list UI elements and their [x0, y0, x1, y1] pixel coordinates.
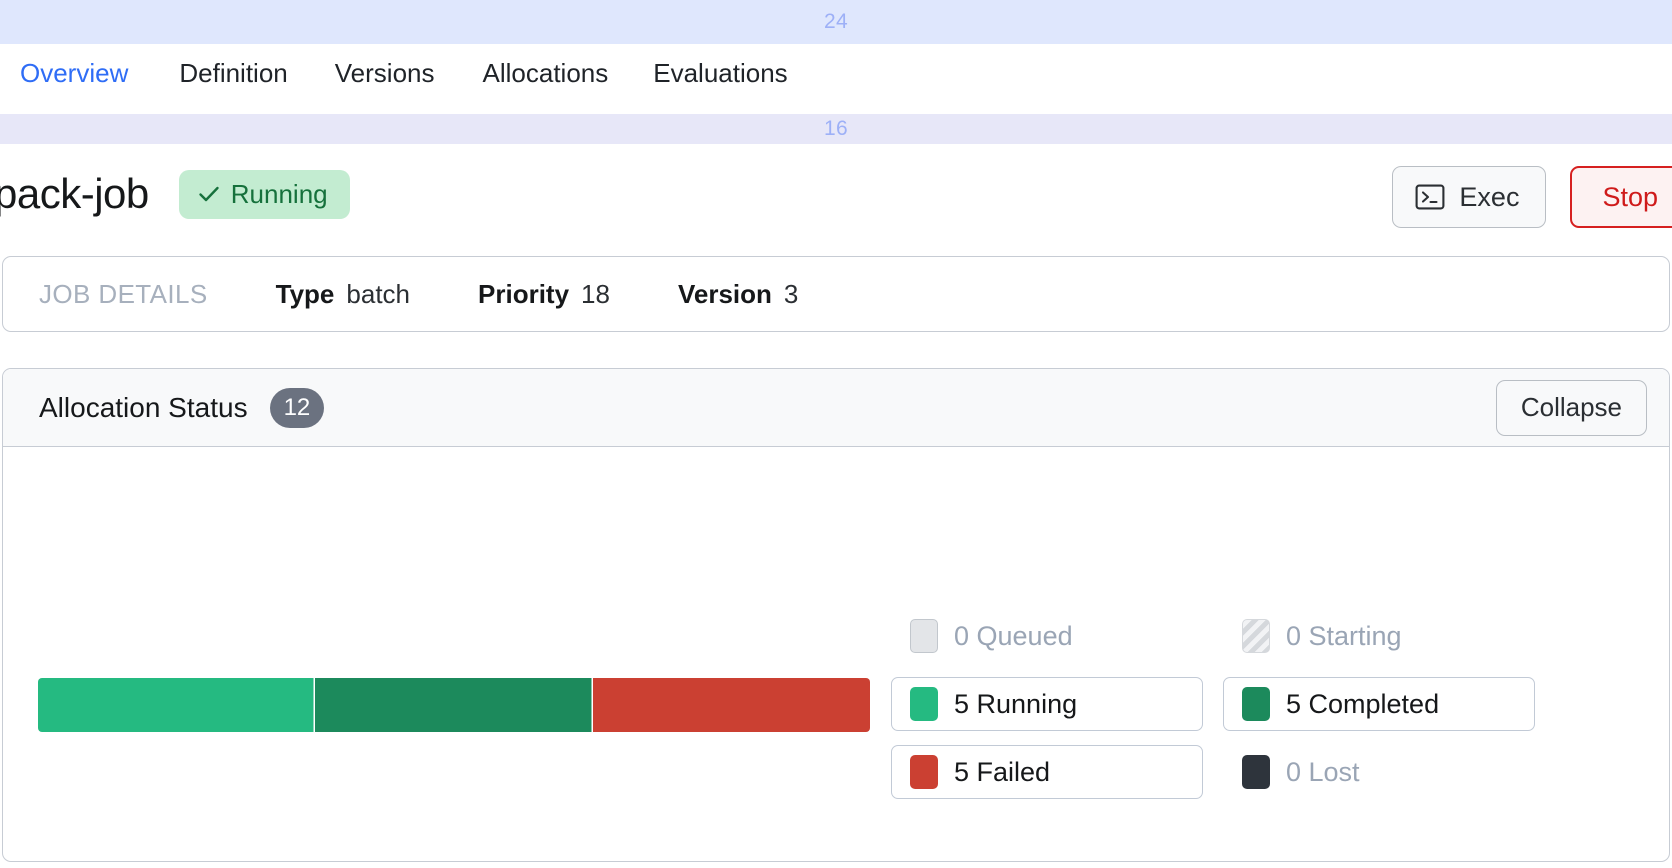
tab-allocations[interactable]: Allocations — [482, 58, 609, 88]
page-title: pack-job — [0, 170, 149, 217]
spacing-overlay-mid: 16 — [0, 114, 1672, 144]
spacing-overlay-top-value: 24 — [824, 10, 848, 33]
dist-segment-completed[interactable] — [315, 678, 593, 732]
terminal-icon — [1415, 184, 1445, 210]
allocation-count-badge: 12 — [269, 387, 325, 428]
job-details-label: JOB DETAILS — [39, 278, 208, 309]
legend-item-queued-label: 0 Queued — [954, 620, 1073, 651]
dist-segment-running[interactable] — [38, 678, 316, 732]
legend-item-failed[interactable]: 5 Failed — [891, 745, 1203, 799]
tab-definition[interactable]: Definition — [179, 58, 288, 88]
legend-item-lost[interactable]: 0 Lost — [1223, 745, 1535, 799]
job-details-card: JOB DETAILS Type batch Priority 18 Versi… — [2, 256, 1670, 332]
exec-button-label: Exec — [1459, 181, 1520, 212]
legend-item-running-label: 5 Running — [954, 688, 1078, 719]
job-detail-version-key: Version — [677, 278, 772, 309]
running-swatch-icon — [910, 687, 938, 721]
job-detail-type: Type batch — [276, 279, 410, 310]
legend-item-completed-label: 5 Completed — [1286, 688, 1440, 719]
legend-item-queued[interactable]: 0 Queued — [891, 609, 1203, 663]
collapse-button[interactable]: Collapse — [1495, 379, 1647, 436]
allocation-legend: 0 Queued 0 Starting 5 Running 5 Complete… — [891, 609, 1539, 799]
tab-bar: Overview Definition Versions Allocations… — [0, 44, 1672, 116]
job-detail-version-value: 3 — [783, 278, 799, 309]
tab-overview[interactable]: Overview — [20, 58, 129, 88]
legend-item-failed-label: 5 Failed — [954, 756, 1051, 787]
job-header: pack-job Running Exec — [0, 144, 1672, 244]
spacing-overlay-mid-value: 16 — [824, 117, 848, 140]
stop-button[interactable]: Stop — [1570, 166, 1672, 228]
legend-item-running[interactable]: 5 Running — [891, 677, 1203, 731]
allocation-status-header: Allocation Status 12 Collapse — [3, 369, 1669, 447]
stop-button-label: Stop — [1602, 181, 1658, 212]
starting-swatch-icon — [1242, 619, 1270, 653]
job-detail-type-key: Type — [275, 278, 335, 309]
job-detail-type-value: batch — [346, 278, 411, 309]
legend-item-starting[interactable]: 0 Starting — [1223, 609, 1535, 663]
spacing-overlay-top: 24 — [0, 0, 1672, 44]
status-badge-label: Running — [230, 178, 328, 209]
allocation-status-body: 0 Queued 0 Starting 5 Running 5 Complete… — [3, 447, 1669, 861]
queued-swatch-icon — [910, 619, 938, 653]
check-icon — [197, 182, 221, 206]
failed-swatch-icon — [910, 755, 938, 789]
job-actions: Exec Stop — [1392, 166, 1672, 228]
status-badge: Running — [178, 169, 350, 219]
exec-button[interactable]: Exec — [1392, 166, 1547, 228]
tab-evaluations[interactable]: Evaluations — [653, 58, 788, 88]
legend-item-completed[interactable]: 5 Completed — [1223, 677, 1535, 731]
lost-swatch-icon — [1242, 755, 1270, 789]
job-detail-priority-key: Priority — [478, 278, 570, 309]
tab-versions[interactable]: Versions — [334, 58, 435, 88]
allocation-status-title: Allocation Status — [39, 391, 248, 423]
job-detail-version: Version 3 — [678, 279, 798, 310]
legend-item-starting-label: 0 Starting — [1286, 620, 1402, 651]
allocation-distribution-bar — [38, 678, 870, 732]
job-detail-priority-value: 18 — [581, 278, 610, 309]
allocation-status-card: Allocation Status 12 Collapse 0 Queued 0… — [2, 368, 1670, 862]
dist-segment-failed[interactable] — [592, 678, 870, 732]
completed-swatch-icon — [1242, 687, 1270, 721]
job-detail-priority: Priority 18 — [478, 279, 610, 310]
legend-item-lost-label: 0 Lost — [1286, 756, 1360, 787]
